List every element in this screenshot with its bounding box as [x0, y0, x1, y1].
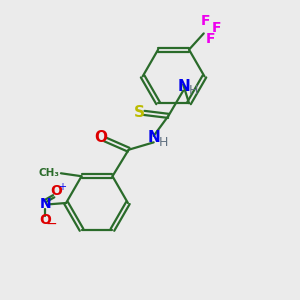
Text: H: H [189, 84, 198, 97]
Text: H: H [158, 136, 168, 149]
Text: F: F [212, 21, 221, 35]
Text: N: N [147, 130, 160, 146]
Text: +: + [58, 182, 66, 192]
Text: O: O [40, 213, 51, 227]
Text: F: F [200, 14, 210, 28]
Text: N: N [177, 79, 190, 94]
Text: −: − [46, 217, 57, 231]
Text: CH₃: CH₃ [38, 168, 59, 178]
Text: O: O [51, 184, 63, 198]
Text: O: O [94, 130, 107, 146]
Text: S: S [134, 105, 145, 120]
Text: N: N [40, 197, 51, 212]
Text: F: F [206, 32, 215, 46]
